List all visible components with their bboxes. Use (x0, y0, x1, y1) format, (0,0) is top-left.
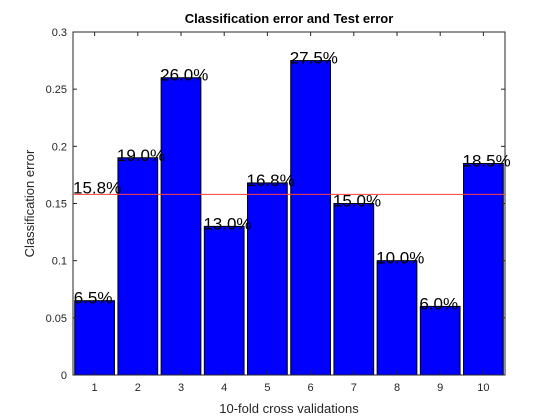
x-tick-label: 2 (135, 382, 141, 394)
data-label-1: 6.5% (74, 289, 113, 308)
bar-6 (290, 60, 331, 376)
x-tick-label: 7 (351, 382, 357, 394)
chart-title: Classification error and Test error (185, 11, 394, 26)
x-tick-label: 5 (264, 382, 270, 394)
reference-line-label: 15.8% (73, 178, 121, 197)
bar-series (74, 60, 504, 376)
x-axis-label: 10-fold cross validations (219, 401, 359, 416)
y-tick-label: 0.25 (46, 84, 67, 96)
bar-7 (333, 203, 375, 376)
data-label-9: 6.0% (419, 294, 458, 313)
x-tick-label: 8 (394, 382, 400, 394)
data-label-7: 15.0% (333, 192, 381, 211)
data-label-10: 18.5% (463, 151, 511, 170)
data-label-4: 13.0% (203, 214, 251, 233)
y-tick-label: 0.15 (46, 199, 67, 211)
y-tick-label: 0 (61, 370, 67, 382)
x-tick-label: 6 (308, 382, 314, 394)
data-label-3: 26.0% (160, 66, 208, 85)
y-tick-label: 0.3 (52, 27, 67, 39)
bar-4 (203, 225, 245, 376)
x-tick-label: 4 (221, 382, 227, 394)
y-tick-label: 0.2 (52, 141, 67, 153)
bar-9 (419, 305, 461, 376)
ticks: 0 0.05 0.1 0.15 0.2 0.25 0.3 1 2 3 4 5 6 7 8 9 10 (46, 27, 505, 394)
data-label-2: 19.0% (117, 146, 165, 165)
bar-10 (463, 162, 504, 376)
bar-3 (160, 77, 202, 376)
y-tick-label: 0.05 (46, 313, 67, 325)
data-label-6: 27.5% (290, 49, 338, 68)
data-label-5: 16.8% (247, 171, 295, 190)
x-tick-label: 3 (178, 382, 184, 394)
x-tick-label: 1 (92, 382, 98, 394)
data-label-8: 10.0% (376, 249, 424, 268)
bar-5 (247, 182, 288, 376)
bar-8 (376, 260, 418, 376)
x-tick-label: 9 (437, 382, 443, 394)
y-tick-label: 0.1 (52, 256, 67, 268)
data-labels: 6.5% 19.0% 26.0% 13.0% 16.8% 27.5% 15.0% 10.0% 6… (74, 49, 511, 314)
bar-1 (74, 300, 115, 376)
bar-2 (117, 157, 159, 376)
x-tick-label: 10 (477, 382, 489, 394)
y-axis-label: Classification error (22, 149, 37, 257)
